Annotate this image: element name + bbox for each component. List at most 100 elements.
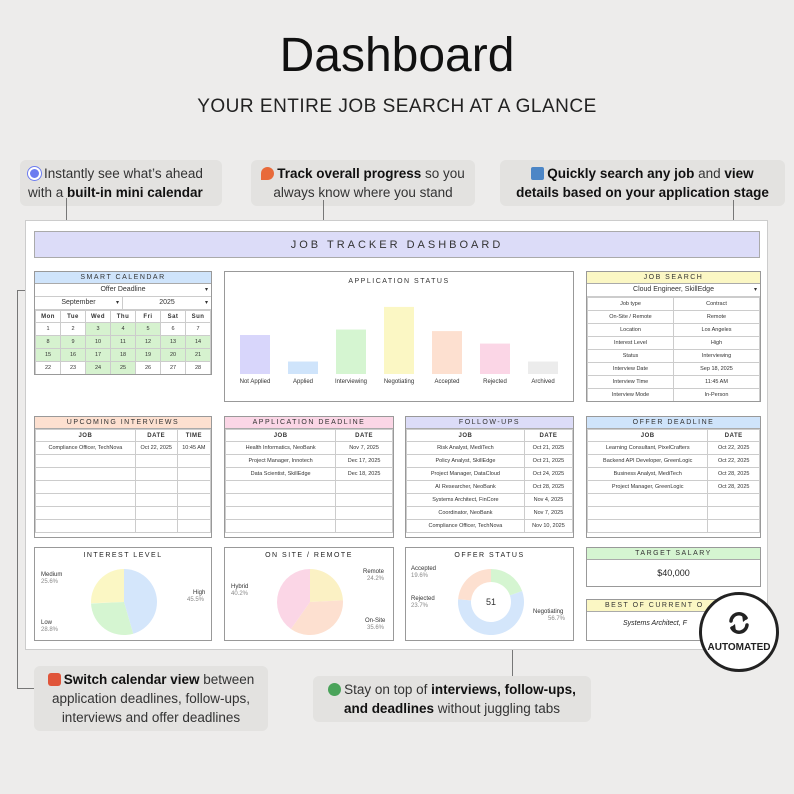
calendar-day[interactable]: 9 (60, 335, 86, 349)
calendar-view-select[interactable]: Offer Deadline ▾ (35, 284, 211, 297)
follow-ups-table: JOB DATE Risk Analyst, MediTech Oct 21, 202… (406, 429, 573, 533)
table-row[interactable] (587, 506, 760, 520)
table-row[interactable] (35, 454, 211, 468)
onsite-remote-title: ON SITE / REMOTE (265, 552, 353, 559)
calendar-day[interactable]: 17 (85, 348, 111, 362)
table-row[interactable]: Learning Consultant, PixelCrafters Oct 22… (587, 441, 760, 455)
calendar-day[interactable] (111, 375, 136, 376)
column-header: JOB (35, 429, 136, 442)
pie-label: High (193, 590, 206, 596)
table-row[interactable]: Health Informatics, NeoBank Nov 7, 2025 (225, 441, 393, 455)
calendar-day[interactable]: 29 (36, 375, 61, 376)
calendar-day[interactable]: 15 (35, 348, 61, 362)
weekday-header: Mon (35, 310, 61, 323)
table-cell (35, 506, 136, 520)
table-row[interactable] (225, 493, 393, 507)
table-cell (134, 480, 178, 494)
detail-value: High (673, 336, 760, 350)
category-label: Not Applied (240, 379, 271, 385)
year-select[interactable]: 2025 ▾ (123, 297, 211, 310)
table-cell: Data Scientist, SkillEdge (225, 467, 337, 481)
calendar-day[interactable] (186, 375, 211, 376)
offer-status-title: OFFER STATUS (454, 552, 525, 559)
offer-status-panel: OFFER STATUS 51 Accepted 19.6% Rejected … (405, 547, 574, 641)
target-salary-title: TARGET SALARY (587, 548, 760, 560)
calendar-day[interactable]: 22 (35, 361, 61, 374)
table-cell: Dec 18, 2025 (335, 467, 393, 481)
calendar-day[interactable]: 19 (135, 348, 161, 362)
table-row[interactable] (225, 519, 393, 533)
pie-value: 40.2% (231, 591, 249, 597)
calendar-day[interactable]: 5 (135, 322, 161, 336)
table-cell: Project Manager, GreenLogic (587, 480, 709, 494)
table-row[interactable]: Project Manager, GreenLogic Oct 28, 2025 (587, 480, 760, 494)
calendar-day[interactable]: 2 (60, 322, 86, 336)
calendar-day[interactable]: 21 (185, 348, 211, 362)
calendar-day[interactable]: 10 (85, 335, 111, 349)
table-row[interactable]: Backend API Developer, GreenLogic Oct 22,… (587, 454, 760, 468)
pie-value: 25.6% (41, 579, 59, 585)
table-row[interactable]: Risk Analyst, MediTech Oct 21, 2025 (406, 441, 573, 455)
pie-label: Accepted (411, 566, 437, 572)
table-row[interactable] (587, 519, 760, 533)
table-cell: Nov 10, 2025 (523, 519, 573, 533)
table-row[interactable] (35, 506, 211, 520)
calendar-day[interactable]: 18 (110, 348, 136, 362)
table-row[interactable]: Policy Analyst, SkillEdge Oct 21, 2025 (406, 454, 573, 468)
table-row[interactable]: Compliance Officer, TechNova Nov 10, 2025 (406, 519, 573, 533)
table-row[interactable]: Project Manager, Innotech Dec 17, 2025 (225, 454, 393, 468)
table-cell (335, 493, 393, 507)
calendar-day[interactable]: 8 (35, 335, 61, 349)
table-row[interactable]: Data Scientist, SkillEdge Dec 18, 2025 (225, 467, 393, 481)
table-row[interactable] (35, 467, 211, 481)
calendar-day[interactable]: 27 (160, 361, 186, 374)
callout-search: Quickly search any job and view details … (500, 160, 785, 206)
table-cell: Business Analyst, MediTech (587, 467, 709, 481)
calendar-day[interactable]: 11 (110, 335, 136, 349)
upcoming-interviews-table: JOB DATE TIME Compliance Officer, TechNova O… (35, 429, 211, 533)
calendar-day[interactable]: 12 (135, 335, 161, 349)
calendar-day[interactable]: 3 (85, 322, 111, 336)
pie-slice (91, 569, 124, 604)
table-cell (225, 480, 337, 494)
table-row[interactable]: Business Analyst, MediTech Oct 28, 2025 (587, 467, 760, 481)
table-cell: AI Researcher, NeoBank (406, 480, 525, 494)
weekday-header: Fri (135, 310, 161, 323)
table-cell: Compliance Officer, TechNova (35, 441, 136, 455)
calendar-day[interactable]: 14 (185, 335, 211, 349)
calendar-day[interactable]: 13 (160, 335, 186, 349)
pie-value: 35.6% (367, 625, 385, 631)
calendar-day[interactable]: 7 (185, 322, 211, 336)
calendar-day[interactable]: 30 (61, 375, 86, 376)
table-row[interactable]: Systems Architect, FinCore Nov 4, 2025 (406, 493, 573, 507)
calendar-day[interactable] (161, 375, 186, 376)
calendar-day[interactable] (136, 375, 161, 376)
offer-status-donut: 51 (458, 569, 524, 635)
bar-applied (288, 361, 318, 374)
chevron-down-icon: ▾ (204, 300, 208, 306)
detail-label: Interest Level (587, 336, 674, 350)
table-row[interactable]: Compliance Officer, TechNova Oct 22, 2025… (35, 441, 211, 455)
table-row[interactable]: AI Researcher, NeoBank Oct 28, 2025 (406, 480, 573, 494)
job-select[interactable]: Cloud Engineer, SkillEdge ▾ (587, 284, 760, 297)
calendar-day[interactable]: 6 (160, 322, 186, 336)
calendar-day[interactable] (86, 375, 111, 376)
calendar-day[interactable]: 20 (160, 348, 186, 362)
table-row[interactable] (35, 519, 211, 533)
calendar-day[interactable]: 26 (135, 361, 161, 374)
calendar-day[interactable]: 28 (185, 361, 211, 374)
calendar-day[interactable]: 4 (110, 322, 136, 336)
table-row[interactable] (225, 480, 393, 494)
month-select[interactable]: September ▾ (35, 297, 123, 310)
table-row[interactable]: Project Manager, DataCloud Oct 24, 2025 (406, 467, 573, 481)
table-row[interactable] (35, 480, 211, 494)
calendar-day[interactable]: 25 (110, 361, 136, 374)
calendar-day[interactable]: 1 (35, 322, 61, 336)
table-row[interactable] (587, 493, 760, 507)
table-row[interactable] (225, 506, 393, 520)
calendar-day[interactable]: 16 (60, 348, 86, 362)
calendar-day[interactable]: 23 (60, 361, 86, 374)
table-row[interactable] (35, 493, 211, 507)
calendar-day[interactable]: 24 (85, 361, 111, 374)
table-row[interactable]: Coordinator, NeoBank Nov 7, 2025 (406, 506, 573, 520)
